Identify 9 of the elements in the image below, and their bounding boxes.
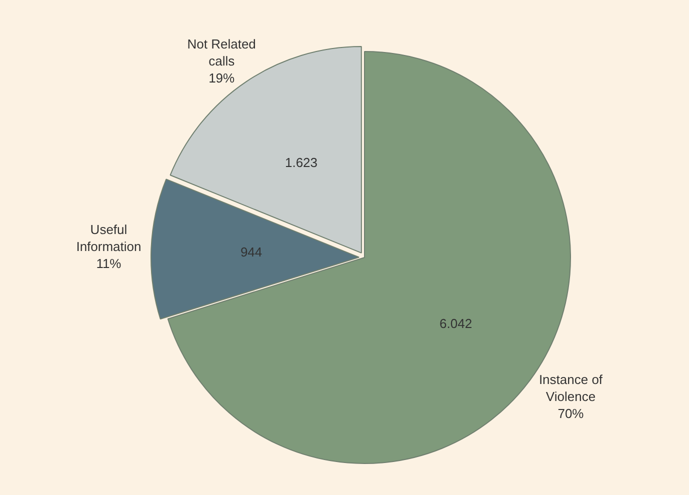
- data-label: 1.623: [284, 155, 318, 170]
- slice-label: Useful Information: [76, 222, 142, 254]
- slice-label: Instance of Violence: [538, 372, 603, 404]
- text: 11%: [96, 256, 122, 272]
- slice-label: Not Related calls: [187, 36, 256, 68]
- text: 19%: [208, 70, 235, 86]
- text: 70%: [558, 406, 584, 421]
- data-label: 6.042: [440, 316, 472, 332]
- data-label: 944: [240, 244, 262, 260]
